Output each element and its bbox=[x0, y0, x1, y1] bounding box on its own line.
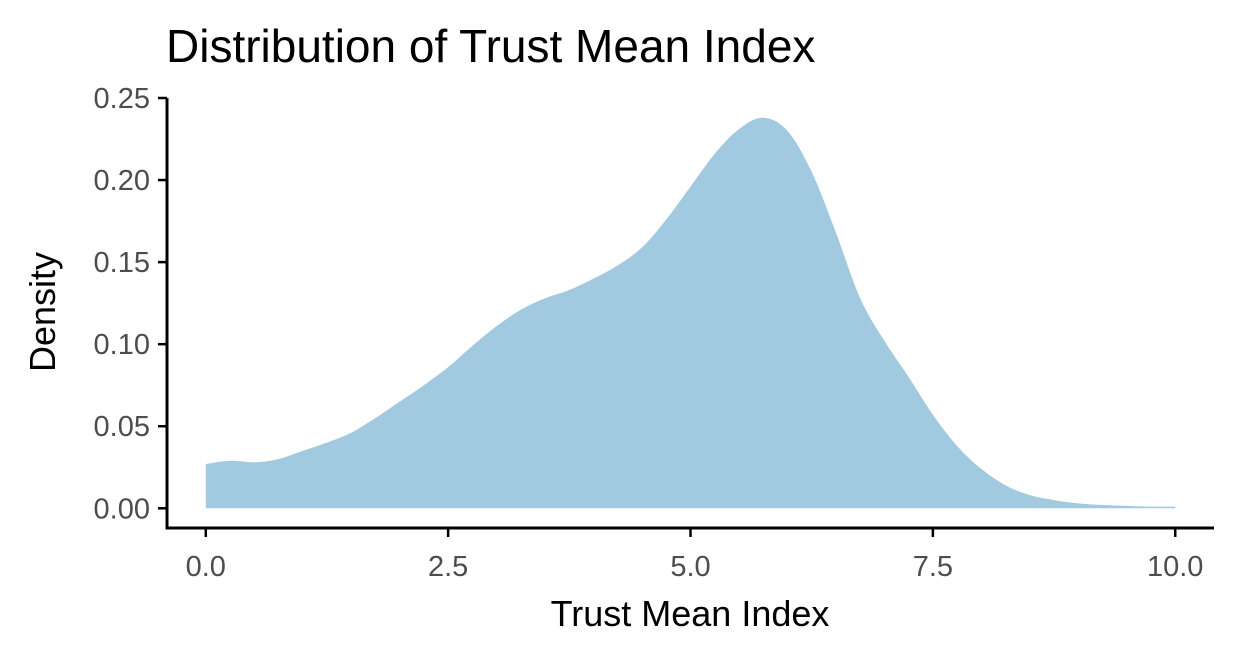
y-axis-label: Density bbox=[22, 252, 63, 372]
x-axis-ticks: 0.0 2.5 5.0 7.5 10.0 bbox=[186, 528, 1203, 583]
x-tick-label: 0.0 bbox=[186, 551, 226, 583]
y-tick-label: 0.15 bbox=[94, 247, 150, 279]
y-tick-label: 0.10 bbox=[94, 329, 150, 361]
density-area bbox=[205, 117, 1176, 509]
y-tick-label: 0.20 bbox=[94, 165, 150, 197]
chart-title: Distribution of Trust Mean Index bbox=[166, 20, 815, 72]
y-tick-label: 0.25 bbox=[94, 83, 150, 115]
y-tick-label: 0.00 bbox=[94, 493, 150, 525]
x-tick-label: 7.5 bbox=[913, 551, 953, 583]
y-tick-label: 0.05 bbox=[94, 411, 150, 443]
y-axis-ticks: 0.00 0.05 0.10 0.15 0.20 0.25 bbox=[94, 83, 167, 525]
x-tick-label: 2.5 bbox=[428, 551, 468, 583]
plot-area bbox=[205, 117, 1176, 509]
x-axis-label: Trust Mean Index bbox=[551, 593, 830, 634]
x-tick-label: 10.0 bbox=[1147, 551, 1203, 583]
x-tick-label: 5.0 bbox=[670, 551, 710, 583]
